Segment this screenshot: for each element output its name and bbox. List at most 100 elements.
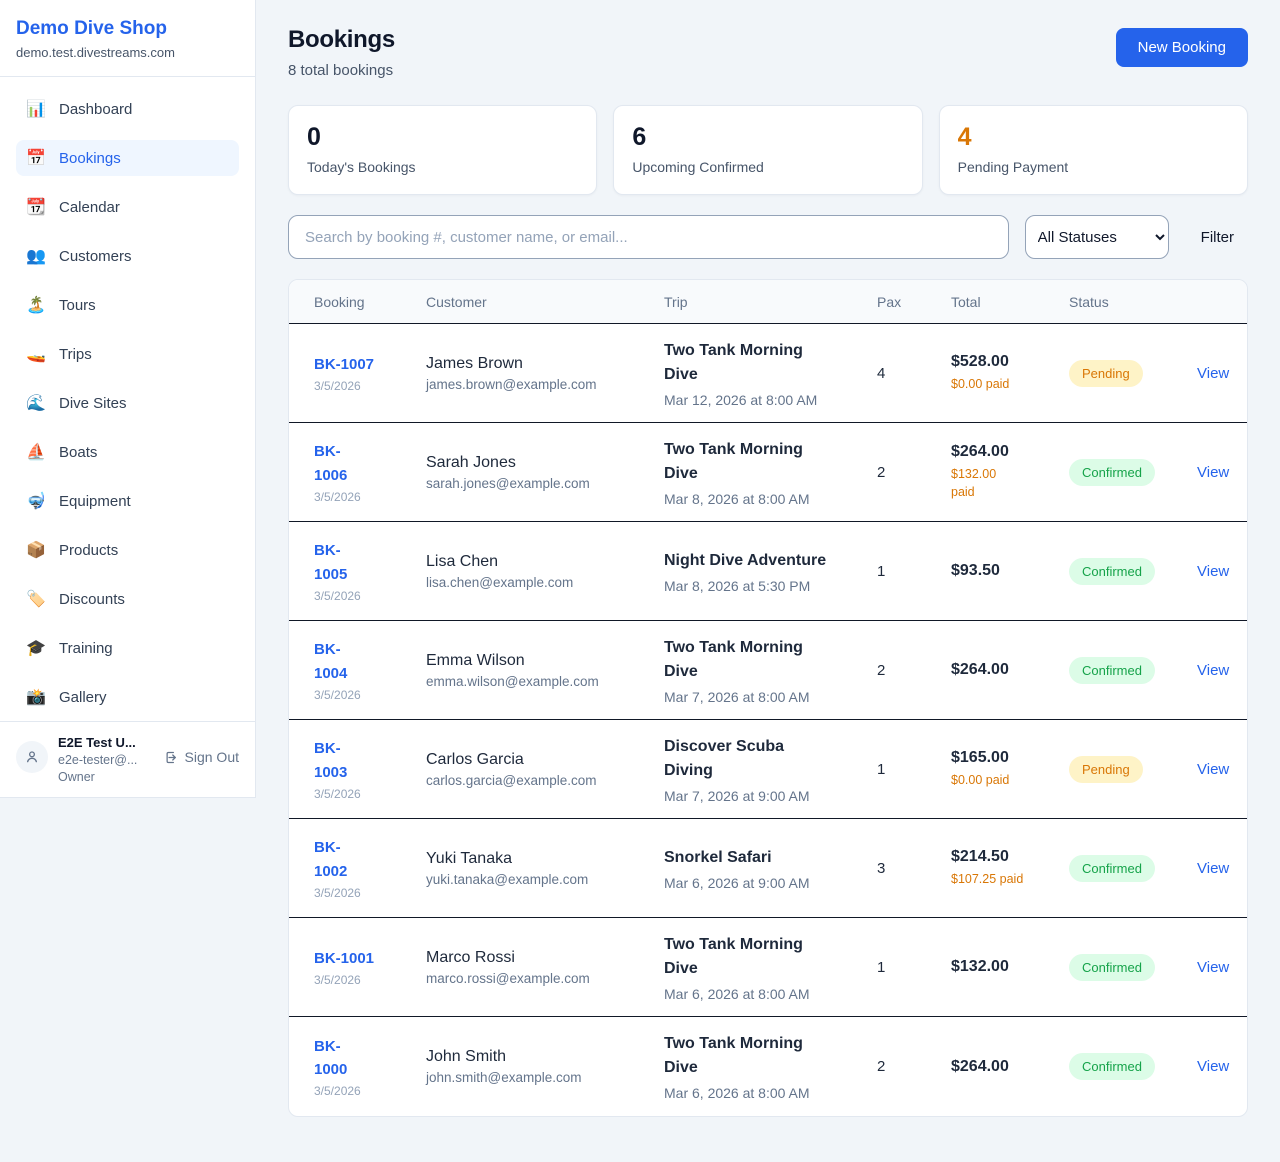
pax-cell: 4 <box>877 364 886 382</box>
booking-cell: BK- 1003 3/5/2026 <box>314 737 426 801</box>
sidebar-nav-item[interactable]: 📅 Bookings <box>16 140 239 176</box>
sidebar-nav-item[interactable]: 📸 Gallery <box>16 679 239 715</box>
sidebar-nav-item[interactable]: 🏝️ Tours <box>16 287 239 323</box>
status-badge: Pending <box>1069 755 1143 783</box>
trip-title: Two Tank Morning Dive <box>664 935 803 977</box>
status-cell: Pending <box>1069 755 1184 783</box>
sidebar-nav-item[interactable]: 📊 Dashboard <box>16 91 239 127</box>
status-badge: Confirmed <box>1069 557 1155 585</box>
sidebar-nav-item[interactable]: 📆 Calendar <box>16 189 239 225</box>
sidebar-nav-item[interactable]: 📦 Products <box>16 532 239 568</box>
trip-title: Two Tank Morning Dive <box>664 638 803 680</box>
bookings-table: Booking Customer Trip Pax Total Status B… <box>288 279 1248 1117</box>
customer-email: lisa.chen@example.com <box>426 574 574 590</box>
page-subtitle: 8 total bookings <box>288 62 394 79</box>
paid-amount: $132.00 paid <box>951 466 997 499</box>
sidebar-nav-item[interactable]: 🏷️ Discounts <box>16 581 239 617</box>
status-filter-select[interactable]: All Statuses <box>1024 215 1169 259</box>
trip-cell: Snorkel Safari Mar 6, 2026 at 9:00 AM <box>664 846 877 891</box>
sidebar-nav-item[interactable]: 🎓 Training <box>16 630 239 666</box>
status-badge: Confirmed <box>1069 458 1155 486</box>
filter-button[interactable]: Filter <box>1187 219 1248 256</box>
customer-cell: James Brown james.brown@example.com <box>426 355 664 392</box>
customer-cell: John Smith john.smith@example.com <box>426 1048 664 1085</box>
trip-cell: Two Tank Morning Dive Mar 6, 2026 at 8:0… <box>664 1032 877 1101</box>
booking-id-link[interactable]: BK- 1005 <box>314 542 348 583</box>
user-email: e2e-tester@... <box>58 753 138 767</box>
total-cell: $165.00 $0.00 paid <box>951 749 1069 789</box>
view-link[interactable]: View <box>1197 661 1230 679</box>
trip-cell: Two Tank Morning Dive Mar 12, 2026 at 8:… <box>664 339 877 408</box>
search-input[interactable] <box>288 215 1009 259</box>
table-row: BK-1001 3/5/2026 Marco Rossi marco.rossi… <box>289 918 1247 1017</box>
trip-cell: Discover Scuba Diving Mar 7, 2026 at 9:0… <box>664 735 877 804</box>
total-cell: $264.00 <box>951 661 1069 679</box>
total-amount: $132.00 <box>951 958 1009 975</box>
view-link[interactable]: View <box>1197 859 1230 877</box>
booking-id-link[interactable]: BK-1007 <box>314 355 375 373</box>
booking-id-link[interactable]: BK- 1004 <box>314 641 348 682</box>
status-cell: Confirmed <box>1069 557 1184 585</box>
view-link[interactable]: View <box>1197 760 1230 778</box>
nav-item-icon: 🌊 <box>26 395 46 412</box>
status-badge: Confirmed <box>1069 953 1155 981</box>
nav-item-label: Tours <box>59 296 96 314</box>
view-link[interactable]: View <box>1197 958 1230 976</box>
customer-email: sarah.jones@example.com <box>426 475 590 491</box>
booking-date: 3/5/2026 <box>314 489 361 504</box>
booking-date: 3/5/2026 <box>314 379 361 394</box>
sidebar-nav-item[interactable]: 🚤 Trips <box>16 336 239 372</box>
sidebar: Demo Dive Shop demo.test.divestreams.com… <box>0 0 256 798</box>
view-link[interactable]: View <box>1197 562 1230 580</box>
page-header-text: Bookings 8 total bookings <box>288 26 395 79</box>
pax-cell: 1 <box>877 760 886 778</box>
sidebar-nav-item[interactable]: 🌊 Dive Sites <box>16 385 239 421</box>
booking-cell: BK- 1000 3/5/2026 <box>314 1035 426 1099</box>
stat-card: 4 Pending Payment <box>938 105 1248 195</box>
booking-id-link[interactable]: BK- 1000 <box>314 1037 348 1078</box>
trip-cell: Night Dive Adventure Mar 8, 2026 at 5:30… <box>664 549 877 594</box>
col-status: Status <box>1069 293 1109 310</box>
pax-cell: 2 <box>877 1058 886 1075</box>
paid-amount: $107.25 paid <box>951 871 1024 886</box>
total-cell: $264.00 <box>951 1058 1069 1076</box>
stat-label: Pending Payment <box>957 159 1069 175</box>
page-header: Bookings 8 total bookings New Booking <box>288 26 1248 79</box>
nav-item-icon: 🏝️ <box>26 297 46 314</box>
booking-id-link[interactable]: BK-1001 <box>314 949 375 967</box>
booking-id-link[interactable]: BK- 1003 <box>314 740 348 781</box>
booking-date: 3/5/2026 <box>314 885 361 900</box>
pax-cell: 1 <box>877 958 886 976</box>
view-link[interactable]: View <box>1197 463 1230 481</box>
sidebar-nav-item[interactable]: ⛵ Boats <box>16 434 239 470</box>
view-link[interactable]: View <box>1197 364 1230 382</box>
nav-item-icon: 📊 <box>26 101 46 118</box>
status-cell: Confirmed <box>1069 458 1184 486</box>
paid-amount: $0.00 paid <box>951 376 1010 391</box>
table-row: BK- 1000 3/5/2026 John Smith john.smith@… <box>289 1017 1247 1116</box>
booking-date: 3/5/2026 <box>314 1084 361 1099</box>
trip-title: Two Tank Morning Dive <box>664 440 803 482</box>
stat-label: Today's Bookings <box>307 159 416 175</box>
sign-out-button[interactable]: Sign Out <box>164 749 239 765</box>
nav-item-icon: 👥 <box>26 248 46 265</box>
view-link[interactable]: View <box>1197 1058 1230 1075</box>
new-booking-button[interactable]: New Booking <box>1115 28 1248 67</box>
nav-item-label: Dive Sites <box>59 394 127 412</box>
customer-name: John Smith <box>426 1048 507 1065</box>
user-name: E2E Test U... <box>58 735 136 750</box>
status-badge: Pending <box>1069 359 1143 387</box>
trip-datetime: Mar 12, 2026 at 8:00 AM <box>664 391 818 408</box>
booking-date: 3/5/2026 <box>314 687 361 702</box>
customer-name: James Brown <box>426 354 523 372</box>
total-cell: $528.00 $0.00 paid <box>951 353 1069 393</box>
nav-item-label: Dashboard <box>59 100 133 118</box>
booking-id-link[interactable]: BK- 1006 <box>314 443 348 484</box>
trip-cell: Two Tank Morning Dive Mar 8, 2026 at 8:0… <box>664 438 877 507</box>
brand-domain: demo.test.divestreams.com <box>16 45 175 60</box>
booking-id-link[interactable]: BK- 1002 <box>314 839 348 880</box>
stat-label: Upcoming Confirmed <box>632 159 764 175</box>
sidebar-nav-item[interactable]: 🤿 Equipment <box>16 483 239 519</box>
sidebar-nav-item[interactable]: 👥 Customers <box>16 238 239 274</box>
user-info: E2E Test U... e2e-tester@... Owner <box>58 735 137 784</box>
